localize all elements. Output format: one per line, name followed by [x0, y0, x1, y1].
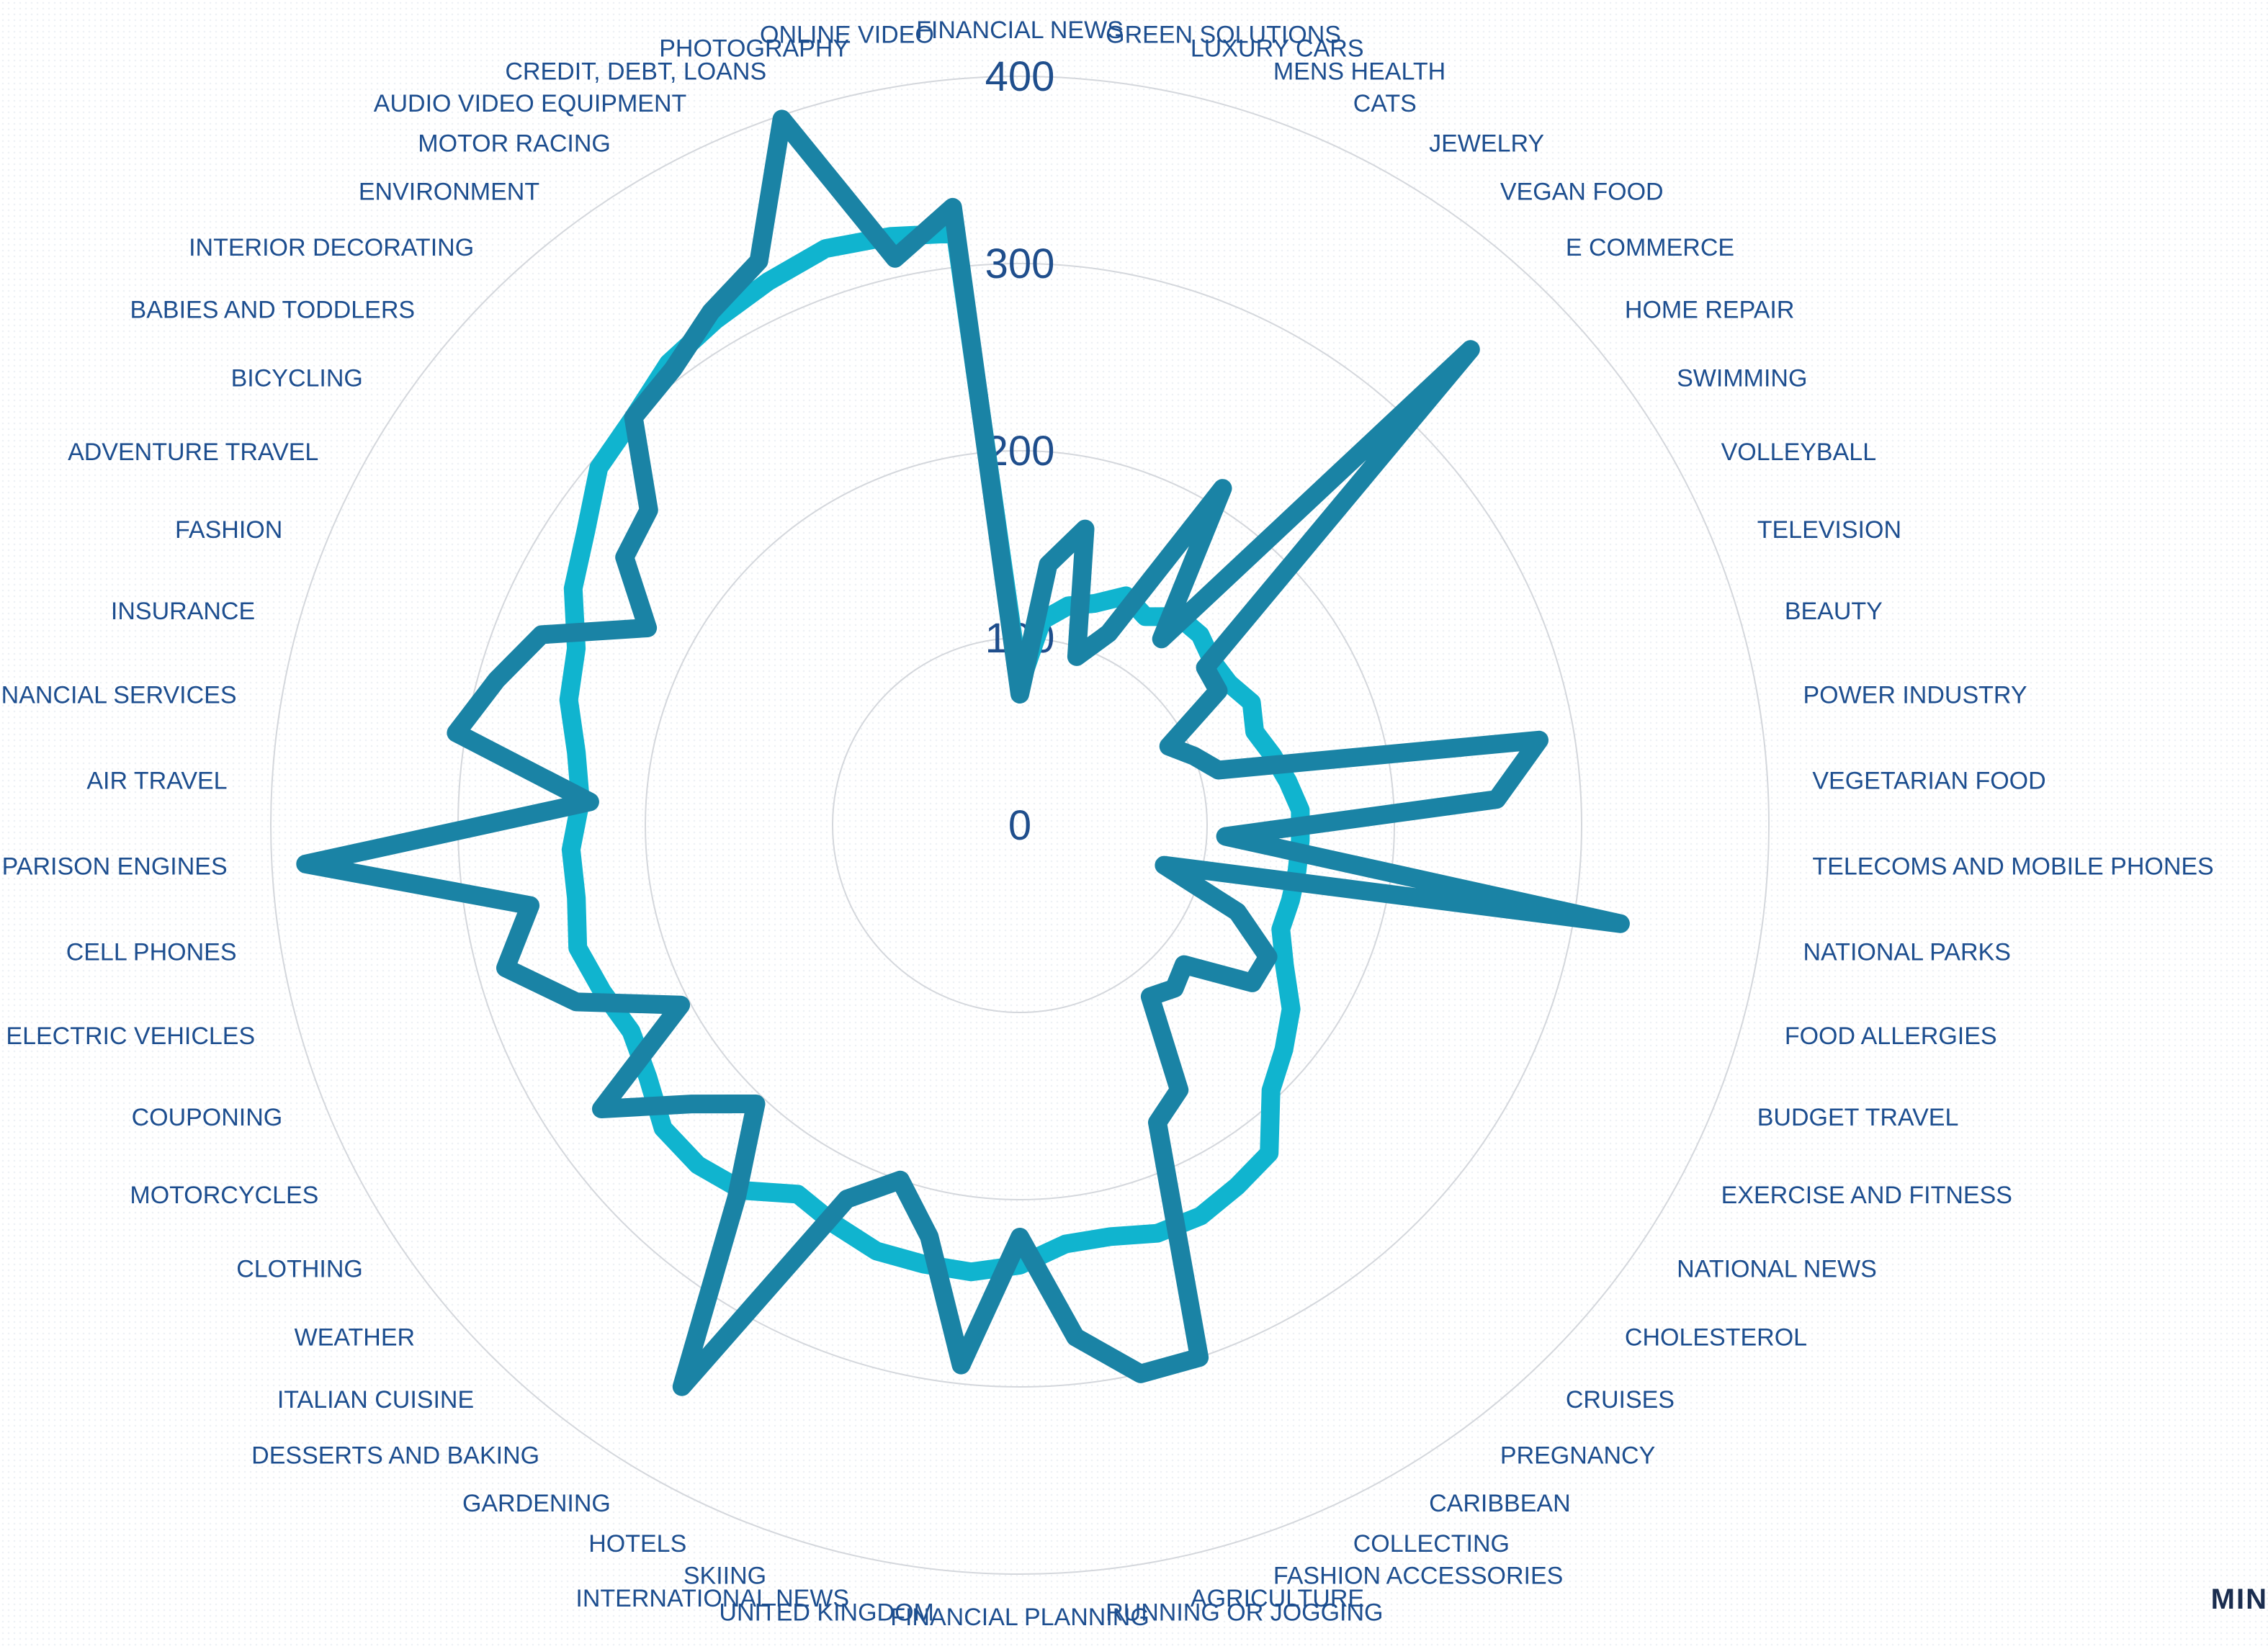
category-label: HOTELS — [588, 1530, 686, 1558]
category-label: ITALIAN CUISINE — [277, 1386, 474, 1414]
category-label: BUDGET TRAVEL — [1757, 1104, 1959, 1131]
grid-ring — [645, 450, 1395, 1200]
category-label: ADVENTURE TRAVEL — [68, 439, 318, 466]
category-label: INTERNATIONAL NEWS — [575, 1585, 849, 1612]
category-label: DESSERTS AND BAKING — [251, 1442, 539, 1469]
category-label: UNITED KINGDOM — [719, 1599, 933, 1627]
category-label: CLOTHING — [236, 1255, 363, 1282]
category-label: SWIMMING — [1677, 365, 1807, 392]
tick-label: 0 — [1008, 802, 1031, 849]
category-label: COUPONING — [132, 1104, 283, 1131]
category-label: RUNNING OR JOGGING — [1106, 1599, 1383, 1627]
category-label: TELECOMS AND MOBILE PHONES — [1812, 853, 2213, 881]
category-label: TELEVISION — [1757, 516, 1901, 544]
category-label: FINANCIAL SERVICES — [0, 682, 237, 709]
category-label: CHOLESTEROL — [1625, 1324, 1807, 1351]
category-label: MOTOR RACING — [418, 130, 611, 158]
category-label: SKIING — [683, 1562, 766, 1589]
category-label: VOLLEYBALL — [1721, 439, 1876, 466]
category-label: FASHION ACCESSORIES — [1273, 1562, 1563, 1589]
category-label: AIR TRAVEL — [86, 767, 227, 794]
category-label: FINANCIAL NEWS — [916, 17, 1124, 44]
category-label: POWER INDUSTRY — [1803, 682, 2027, 709]
category-label: VEGAN FOOD — [1500, 179, 1664, 206]
category-label: MOTORCYCLES — [130, 1182, 318, 1209]
category-label: LUXURY CARS — [1191, 35, 1364, 63]
category-label: ELECTRIC VEHICLES — [6, 1023, 255, 1050]
tick-label: 400 — [985, 53, 1055, 100]
series-2-line — [296, 109, 1630, 1396]
category-label: GREEN SOLUTIONS — [1106, 21, 1341, 48]
category-label: CATS — [1353, 90, 1417, 117]
tick-label: 300 — [985, 241, 1055, 287]
category-label: HOME REPAIR — [1625, 297, 1795, 324]
category-label: GARDENING — [462, 1490, 611, 1517]
category-label: CRUISES — [1566, 1386, 1675, 1414]
category-label: BICYCLING — [231, 365, 363, 392]
category-label: PHOTOGRAPHY — [659, 35, 849, 63]
category-label: VEGETARIAN FOOD — [1812, 767, 2045, 794]
category-label: FASHION — [175, 516, 282, 544]
category-label: FOOD ALLERGIES — [1785, 1023, 1997, 1050]
category-label: JEWELRY — [1429, 130, 1544, 158]
radar-series — [296, 109, 1630, 1396]
category-label: E COMMERCE — [1566, 234, 1734, 261]
grid-ring — [270, 76, 1770, 1575]
category-label: WEATHER — [295, 1324, 415, 1351]
category-label: INTERIOR DECORATING — [189, 234, 474, 261]
category-label: AUDIO VIDEO EQUIPMENT — [374, 90, 687, 117]
category-label: COMPARISON ENGINES — [0, 853, 228, 881]
category-label: BEAUTY — [1785, 598, 1883, 625]
brand-logo-text: MIN — [2210, 1583, 2268, 1615]
category-label: CELL PHONES — [66, 938, 237, 966]
category-label: CARIBBEAN — [1429, 1490, 1571, 1517]
category-label: BABIES AND TODDLERS — [130, 297, 416, 324]
category-label: CREDIT, DEBT, LOANS — [505, 58, 766, 86]
category-label: NATIONAL NEWS — [1677, 1255, 1877, 1282]
category-label: ENVIRONMENT — [359, 179, 539, 206]
category-label: ONLINE VIDEO — [760, 21, 934, 48]
category-label: NATIONAL PARKS — [1803, 938, 2010, 966]
category-label: FINANCIAL PLANNING — [890, 1604, 1149, 1631]
category-label: MENS HEALTH — [1273, 58, 1445, 86]
category-label: EXERCISE AND FITNESS — [1721, 1182, 2012, 1209]
category-label: INSURANCE — [111, 598, 255, 625]
category-label: PREGNANCY — [1500, 1442, 1655, 1469]
category-label: COLLECTING — [1353, 1530, 1510, 1558]
category-label: AGRICULTURE — [1191, 1585, 1364, 1612]
series-1-line — [559, 224, 1310, 1282]
radar-grid — [270, 76, 1770, 1575]
